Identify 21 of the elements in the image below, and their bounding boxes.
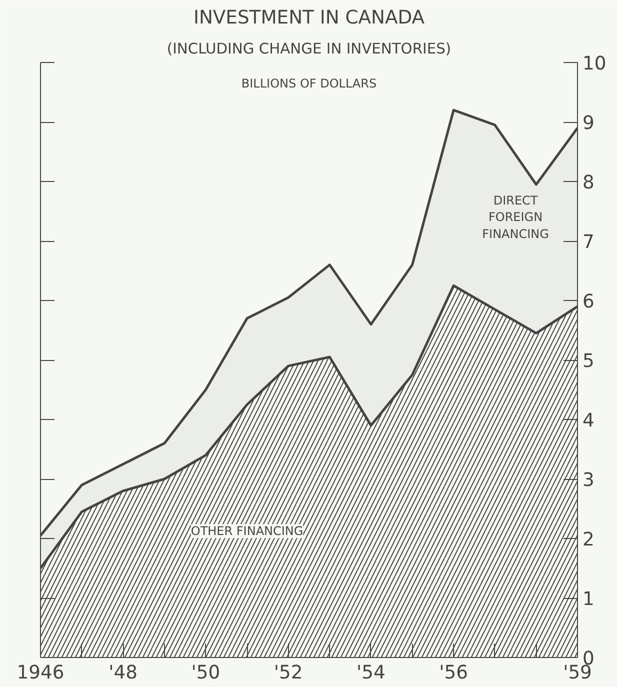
y-tick-label: 9	[582, 113, 594, 134]
y-tick-label: 8	[582, 172, 594, 194]
y-tick-label: 1	[582, 589, 594, 610]
x-tick-label: '54	[356, 662, 386, 684]
chart-title: INVESTMENT IN CANADA	[193, 8, 425, 28]
chart-subtitle: (INCLUDING CHANGE IN INVENTORIES)	[166, 40, 452, 58]
x-tick-label: '56	[439, 662, 468, 684]
series-label: OTHER FINANCING	[190, 524, 304, 538]
x-tick-label: '50	[191, 662, 220, 684]
y-tick-label: 3	[582, 470, 594, 491]
y-tick-label: 10	[582, 54, 606, 74]
y-tick-label: 2	[582, 530, 594, 550]
x-tick-label: 1946	[16, 662, 64, 684]
y-tick-label: 6	[582, 292, 594, 312]
y-axis-title: BILLIONS OF DOLLARS	[241, 76, 377, 90]
x-tick-label: '48	[108, 662, 138, 684]
series-label: DIRECT FOREIGN FINANCING	[482, 193, 549, 241]
y-tick-label: 4	[582, 410, 594, 432]
y-tick-label: 7	[582, 232, 594, 253]
y-tick-label: 5	[582, 351, 594, 372]
x-tick-label: '52	[274, 662, 303, 684]
